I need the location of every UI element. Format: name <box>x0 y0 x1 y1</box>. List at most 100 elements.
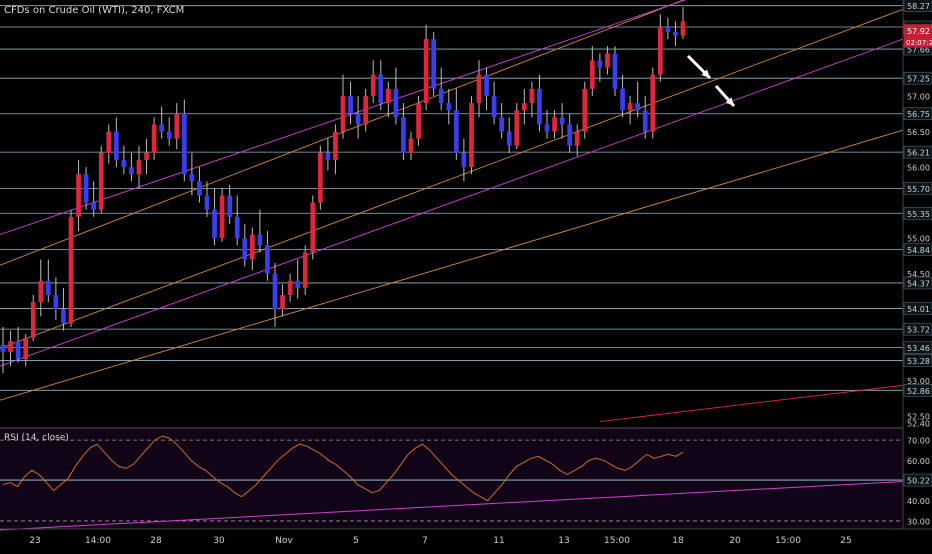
price-label-8: 56.21 <box>907 149 930 158</box>
channel-line-2 <box>0 129 904 401</box>
candle-21 <box>159 124 165 132</box>
candle-25 <box>189 174 195 182</box>
price-label-box-19 <box>903 354 932 367</box>
candle-53 <box>401 117 406 153</box>
price-label-21: 52.86 <box>907 387 930 396</box>
channel-line-5 <box>599 384 904 423</box>
candle-63 <box>476 74 482 104</box>
candle-2 <box>15 341 21 360</box>
candle-57 <box>431 39 437 89</box>
candle-4 <box>30 302 36 338</box>
channel-line-4 <box>0 38 904 367</box>
candle-87 <box>657 27 663 75</box>
candle-89 <box>673 31 678 36</box>
time-label-10: 18 <box>672 536 684 546</box>
price-label-23: 52.40 <box>907 420 930 429</box>
price-label-box-21 <box>903 383 932 397</box>
rsi-label-box-2 <box>903 473 932 487</box>
price-label-5: 57.00 <box>907 92 930 101</box>
time-label-4: Nov <box>275 536 293 546</box>
candle-79 <box>597 60 603 68</box>
price-label-2: 57.92 <box>907 27 930 36</box>
price-label-7: 56.50 <box>907 128 930 137</box>
candle-59 <box>446 103 452 111</box>
candle-30 <box>227 195 233 217</box>
price-label-20: 53.00 <box>907 377 930 386</box>
price-label-box-16 <box>903 302 932 315</box>
time-label-9: 15:00 <box>604 536 630 546</box>
candle-40 <box>302 252 308 288</box>
candle-36 <box>272 273 278 310</box>
price-label-16: 54.01 <box>907 305 930 314</box>
candle-48 <box>363 95 369 125</box>
candle-49 <box>370 74 376 96</box>
price-label-17: 53.72 <box>907 326 930 335</box>
arrow-head-0 <box>701 69 710 78</box>
price-label-box-0 <box>903 0 932 12</box>
candle-82 <box>620 88 625 111</box>
time-label-7: 11 <box>493 536 504 546</box>
rsi-axis-label-1: 60.00 <box>907 457 930 466</box>
time-label-1: 14:00 <box>85 536 111 546</box>
rsi-line <box>2 435 684 502</box>
price-label-19: 53.28 <box>907 357 930 366</box>
candle-75 <box>567 124 573 146</box>
rsi-axis-label-4: 30.00 <box>907 517 930 526</box>
candle-17 <box>129 167 134 175</box>
candle-47 <box>355 113 361 125</box>
candle-51 <box>385 88 391 104</box>
candle-22 <box>166 131 172 139</box>
candle-38 <box>287 280 293 296</box>
rsi-trendline <box>0 481 904 531</box>
candle-50 <box>378 74 384 104</box>
price-label-10: 55.70 <box>907 185 930 194</box>
candle-19 <box>144 152 149 160</box>
candle-70 <box>529 88 535 104</box>
candle-41 <box>310 202 316 253</box>
time-label-13: 25 <box>840 536 851 546</box>
time-axis: 23 14:00 28 30 Nov 5 7 11 13 15:00 18 20 15:00 25 <box>0 528 932 546</box>
candle-12 <box>91 202 97 210</box>
candle-34 <box>257 234 263 246</box>
price-label-15: 54.37 <box>907 279 930 288</box>
channel-line-1 <box>0 8 904 349</box>
candle-3 <box>23 337 29 360</box>
candle-29 <box>219 195 225 239</box>
price-label-box-6 <box>903 107 932 121</box>
candle-1 <box>8 341 13 352</box>
candle-18 <box>136 159 142 175</box>
rsi-axis-label-2: 50.22 <box>907 477 930 486</box>
price-label-0: 58.27 <box>907 2 930 11</box>
candle-85 <box>642 110 648 132</box>
rsi-title: RSI (14, close) <box>4 433 69 443</box>
candle-26 <box>197 181 202 196</box>
candle-28 <box>212 209 217 239</box>
time-label-0: 23 <box>29 536 40 546</box>
level-lines <box>0 5 903 391</box>
price-label-box-18 <box>903 341 932 354</box>
candle-11 <box>83 174 89 203</box>
channel-line-0 <box>0 0 685 266</box>
candle-23 <box>174 113 180 139</box>
candle-0 <box>0 344 6 352</box>
candle-81 <box>612 53 618 89</box>
price-label-11: 55.35 <box>907 210 930 219</box>
price-label-4: 57.25 <box>907 75 930 84</box>
candle-5 <box>38 280 44 303</box>
candle-39 <box>295 280 301 288</box>
candle-74 <box>559 117 565 125</box>
candle-32 <box>242 238 248 260</box>
candle-56 <box>423 39 429 104</box>
candle-44 <box>333 131 338 160</box>
candle-73 <box>552 117 557 132</box>
candle-46 <box>348 95 353 114</box>
channel-lines <box>0 0 904 423</box>
arrow-head-1 <box>725 97 734 106</box>
candle-83 <box>627 103 633 111</box>
candle-16 <box>121 159 127 168</box>
candle-86 <box>650 74 656 132</box>
candle-33 <box>249 234 255 260</box>
candle-71 <box>537 88 542 125</box>
